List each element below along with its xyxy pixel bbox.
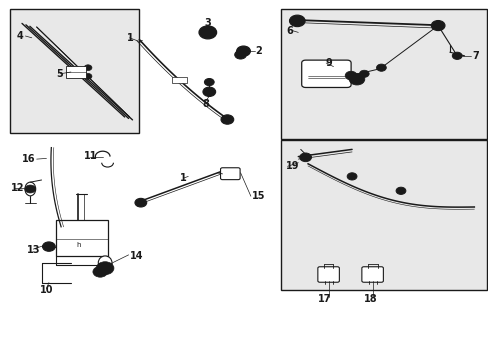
Text: 19: 19 xyxy=(285,161,299,171)
Bar xyxy=(56,220,107,256)
Text: 14: 14 xyxy=(129,251,143,261)
Circle shape xyxy=(96,262,114,275)
Text: 3: 3 xyxy=(204,18,211,28)
Circle shape xyxy=(203,87,215,96)
Ellipse shape xyxy=(98,256,112,270)
Text: 13: 13 xyxy=(26,245,40,255)
Circle shape xyxy=(25,185,36,193)
Circle shape xyxy=(199,26,216,39)
Text: 5: 5 xyxy=(56,69,63,79)
Circle shape xyxy=(395,187,405,194)
Circle shape xyxy=(451,52,461,59)
Text: 15: 15 xyxy=(251,191,265,201)
FancyBboxPatch shape xyxy=(301,60,350,87)
Text: 12: 12 xyxy=(11,183,24,193)
Text: 16: 16 xyxy=(22,154,36,164)
Circle shape xyxy=(42,242,55,251)
Bar xyxy=(172,77,186,83)
Bar xyxy=(66,66,85,78)
Text: 6: 6 xyxy=(285,26,292,36)
Text: 7: 7 xyxy=(471,51,478,61)
Bar xyxy=(281,140,486,290)
Ellipse shape xyxy=(25,182,36,196)
FancyBboxPatch shape xyxy=(361,267,383,282)
Text: 17: 17 xyxy=(318,294,331,304)
Circle shape xyxy=(299,153,311,162)
Text: 18: 18 xyxy=(363,294,377,304)
Circle shape xyxy=(289,15,305,27)
Bar xyxy=(10,9,139,133)
Circle shape xyxy=(359,70,368,77)
FancyBboxPatch shape xyxy=(220,168,240,180)
Bar xyxy=(281,9,486,139)
Circle shape xyxy=(348,73,364,85)
Circle shape xyxy=(346,173,356,180)
Circle shape xyxy=(84,73,92,79)
Circle shape xyxy=(236,46,250,56)
Text: 2: 2 xyxy=(255,46,262,56)
Text: 10: 10 xyxy=(40,285,53,295)
Circle shape xyxy=(204,78,214,86)
Circle shape xyxy=(221,115,233,124)
Circle shape xyxy=(345,71,356,80)
FancyBboxPatch shape xyxy=(317,267,339,282)
Circle shape xyxy=(430,21,444,31)
Circle shape xyxy=(234,50,246,59)
Text: h: h xyxy=(76,242,81,248)
Text: 1: 1 xyxy=(127,33,134,43)
Circle shape xyxy=(135,198,146,207)
Text: 8: 8 xyxy=(202,99,208,109)
Text: 9: 9 xyxy=(325,58,331,68)
Text: 11: 11 xyxy=(83,151,97,161)
Circle shape xyxy=(93,266,107,277)
Circle shape xyxy=(376,64,386,71)
Text: 1: 1 xyxy=(180,173,186,183)
Circle shape xyxy=(293,18,301,24)
Text: 4: 4 xyxy=(17,31,24,41)
Circle shape xyxy=(84,65,92,71)
